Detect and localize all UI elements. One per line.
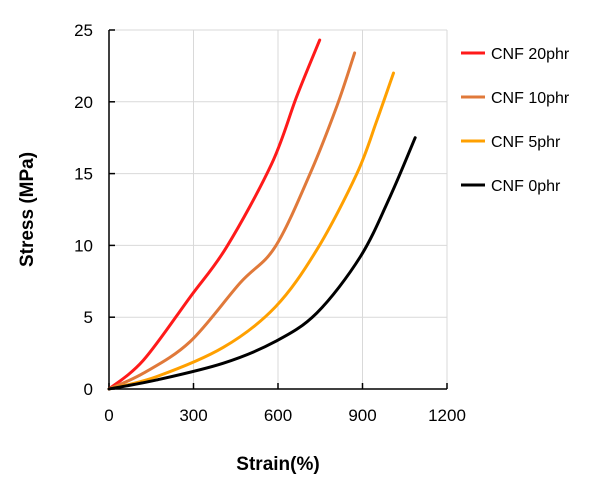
x-axis-label: Strain(%) [236,454,319,475]
y-tick-label: 25 [74,21,93,40]
legend-label: CNF 20phr [491,46,570,63]
series-line-2 [107,71,395,391]
legend-label: CNF 5phr [491,134,561,151]
legend-label: CNF 10phr [491,90,570,107]
x-tick-label: 0 [104,406,113,425]
y-tick-label: 20 [74,93,93,112]
legend-label: CNF 0phr [491,178,561,195]
y-tick-label: 5 [84,308,93,327]
series-line-1 [107,51,357,391]
x-tick-label: 600 [264,406,292,425]
series-line-3 [107,136,417,391]
y-axis-label: Stress (MPa) [17,152,38,267]
y-tick-label: 10 [74,236,93,255]
y-tick-label: 15 [74,165,93,184]
x-tick-label: 300 [179,406,207,425]
x-tick-label: 900 [348,406,376,425]
series-line-0 [107,38,322,391]
y-tick-label: 0 [84,380,93,399]
x-tick-label: 1200 [428,406,466,425]
